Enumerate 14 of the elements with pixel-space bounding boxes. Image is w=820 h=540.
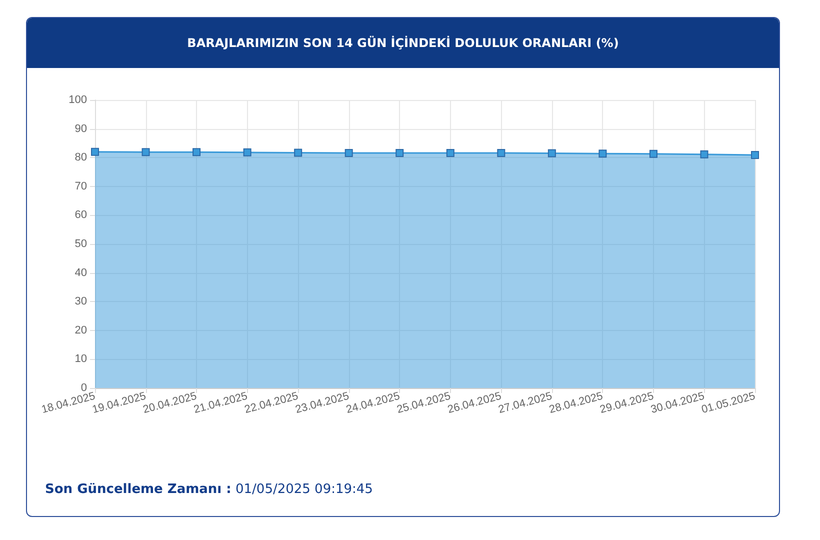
- y-tick-label: 100: [68, 94, 87, 106]
- text: 01/05/2025 09:19:45: [236, 482, 373, 497]
- y-tick-label: 10: [74, 353, 87, 366]
- y-tick-label: 30: [74, 296, 87, 308]
- y-tick-label: 50: [74, 238, 87, 250]
- y-tick-label: 80: [74, 152, 87, 164]
- y-tick-label: 20: [74, 324, 87, 336]
- text: Son Güncelleme Zamanı :: [45, 482, 232, 497]
- chart-title: BARAJLARIMIZIN SON 14 GÜN İÇİNDEKİ DOLULUK ORANLARI (%): [27, 18, 779, 68]
- y-tick-label: 70: [74, 180, 87, 192]
- y-tick-label: 90: [74, 122, 87, 135]
- y-tick-label: 60: [74, 209, 87, 222]
- y-tick-label: 0: [80, 382, 87, 394]
- y-tick-label: 40: [74, 266, 87, 279]
